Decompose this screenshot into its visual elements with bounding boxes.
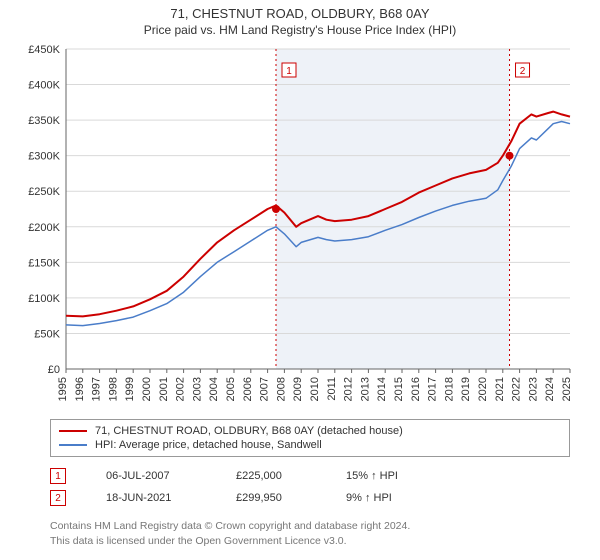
svg-text:£350K: £350K xyxy=(28,115,60,127)
svg-text:£400K: £400K xyxy=(28,80,60,92)
svg-text:1995: 1995 xyxy=(57,377,69,401)
price-chart: £0 £50K £100K £150K £200K £250K £300K £350K £400… xyxy=(20,43,580,413)
svg-text:2005: 2005 xyxy=(225,377,237,401)
svg-text:2015: 2015 xyxy=(393,377,405,401)
legend-item: HPI: Average price, detached house, Sand… xyxy=(59,438,561,452)
sale-date: 18-JUN-2021 xyxy=(106,492,196,504)
svg-text:2011: 2011 xyxy=(326,377,338,401)
legend-swatch xyxy=(59,430,87,432)
svg-text:2007: 2007 xyxy=(259,377,271,401)
svg-text:1998: 1998 xyxy=(107,377,119,401)
svg-text:2013: 2013 xyxy=(359,377,371,401)
sale-diff: 9% ↑ HPI xyxy=(346,492,392,504)
svg-text:2017: 2017 xyxy=(427,377,439,401)
svg-text:2014: 2014 xyxy=(376,377,388,401)
svg-text:2019: 2019 xyxy=(460,377,472,401)
page-subtitle: Price paid vs. HM Land Registry's House … xyxy=(0,21,600,43)
svg-text:2002: 2002 xyxy=(175,377,187,401)
legend-item: 71, CHESTNUT ROAD, OLDBURY, B68 0AY (det… xyxy=(59,424,561,438)
footer-line: This data is licensed under the Open Gov… xyxy=(50,534,570,549)
legend-label: 71, CHESTNUT ROAD, OLDBURY, B68 0AY (det… xyxy=(95,425,403,437)
svg-text:2001: 2001 xyxy=(158,377,170,401)
sale-price: £299,950 xyxy=(236,492,306,504)
sale-price: £225,000 xyxy=(236,470,306,482)
sale-marker-box: 1 xyxy=(50,468,66,484)
svg-text:2006: 2006 xyxy=(242,377,254,401)
svg-text:1999: 1999 xyxy=(124,377,136,401)
sale-row: 1 06-JUL-2007 £225,000 15% ↑ HPI xyxy=(50,465,570,487)
svg-text:2008: 2008 xyxy=(275,377,287,401)
svg-text:2018: 2018 xyxy=(443,377,455,401)
sales-table: 1 06-JUL-2007 £225,000 15% ↑ HPI 2 18-JU… xyxy=(50,465,570,509)
svg-text:2004: 2004 xyxy=(208,377,220,401)
svg-text:2: 2 xyxy=(520,66,526,77)
svg-text:£0: £0 xyxy=(48,364,60,376)
svg-text:1997: 1997 xyxy=(91,377,103,401)
svg-text:£300K: £300K xyxy=(28,151,60,163)
svg-text:2020: 2020 xyxy=(477,377,489,401)
sale-row: 2 18-JUN-2021 £299,950 9% ↑ HPI xyxy=(50,487,570,509)
svg-text:£50K: £50K xyxy=(34,328,60,340)
legend: 71, CHESTNUT ROAD, OLDBURY, B68 0AY (det… xyxy=(50,419,570,457)
svg-text:2022: 2022 xyxy=(511,377,523,401)
svg-text:2010: 2010 xyxy=(309,377,321,401)
svg-text:£150K: £150K xyxy=(28,257,60,269)
legend-swatch xyxy=(59,444,87,446)
svg-text:£450K: £450K xyxy=(28,44,60,56)
svg-text:2003: 2003 xyxy=(191,377,203,401)
svg-text:£250K: £250K xyxy=(28,186,60,198)
legend-label: HPI: Average price, detached house, Sand… xyxy=(95,439,322,451)
svg-text:2024: 2024 xyxy=(544,377,556,401)
svg-text:2012: 2012 xyxy=(343,377,355,401)
sale-marker-box: 2 xyxy=(50,490,66,506)
svg-text:2023: 2023 xyxy=(527,377,539,401)
footer-line: Contains HM Land Registry data © Crown c… xyxy=(50,519,570,534)
footer: Contains HM Land Registry data © Crown c… xyxy=(50,519,570,548)
svg-text:2025: 2025 xyxy=(561,377,573,401)
sale-diff: 15% ↑ HPI xyxy=(346,470,398,482)
svg-text:£200K: £200K xyxy=(28,222,60,234)
svg-text:£100K: £100K xyxy=(28,293,60,305)
sale-date: 06-JUL-2007 xyxy=(106,470,196,482)
svg-text:1: 1 xyxy=(286,66,292,77)
svg-text:1996: 1996 xyxy=(74,377,86,401)
svg-text:2021: 2021 xyxy=(494,377,506,401)
svg-text:2009: 2009 xyxy=(292,377,304,401)
svg-text:2016: 2016 xyxy=(410,377,422,401)
page-title: 71, CHESTNUT ROAD, OLDBURY, B68 0AY xyxy=(0,0,600,21)
svg-text:2000: 2000 xyxy=(141,377,153,401)
